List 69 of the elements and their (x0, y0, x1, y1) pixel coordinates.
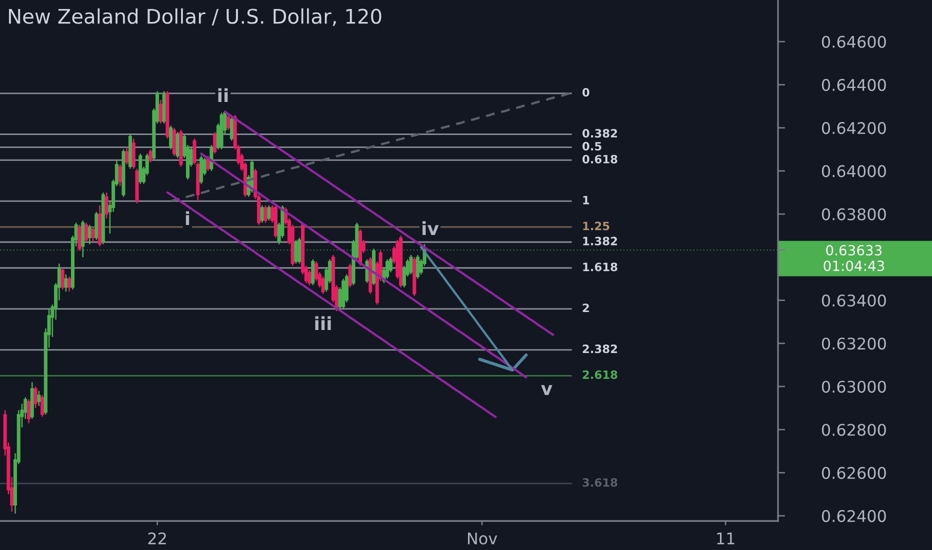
annotation: 3.618 (582, 478, 618, 487)
candlestick (260, 204, 264, 224)
annotation: i (186, 211, 190, 225)
candlestick (298, 237, 302, 264)
candlestick (68, 276, 72, 292)
candlestick (308, 269, 312, 286)
candlestick (26, 398, 31, 424)
annotation: iii (315, 316, 331, 330)
candlestick (169, 125, 173, 150)
annotation: v (541, 385, 552, 396)
y-tick-label: 0.63400 (822, 294, 886, 307)
y-tick-label: 0.63800 (822, 208, 886, 220)
candlestick (132, 138, 136, 170)
candlestick (84, 222, 88, 243)
candlestick (34, 386, 38, 409)
candlestick (172, 127, 176, 156)
candlestick (104, 192, 108, 219)
candlestick (40, 394, 44, 418)
annotation: 0.382 (582, 128, 617, 138)
candlestick (264, 204, 268, 224)
x-tick-label: 22 (148, 532, 166, 544)
candlestick (148, 148, 152, 163)
annotation: 1.25 (583, 222, 610, 230)
y-tick-label: 0.62600 (822, 466, 886, 480)
y-tick-label: 0.63200 (822, 338, 886, 350)
candlestick (81, 220, 85, 258)
annotation: 0 (582, 88, 590, 97)
annotation: 1.382 (583, 236, 617, 246)
annotation: ii (218, 88, 228, 102)
text: 01:04:43 (824, 260, 884, 272)
x-tick-label: 11 (717, 532, 734, 544)
candlestick (94, 211, 98, 241)
y-tick-label: 0.63633 (826, 245, 882, 256)
candlestick (60, 267, 64, 290)
candlestick (409, 254, 413, 276)
candlestick (64, 274, 68, 292)
candlestick (230, 116, 234, 142)
y-tick-label: 0.64600 (822, 36, 886, 48)
candlestick (226, 114, 230, 131)
candlestick (88, 224, 92, 245)
candlestick (311, 258, 315, 286)
annotation: 2.618 (582, 370, 618, 380)
candlestick (267, 204, 271, 222)
annotation: 0.5 (582, 142, 602, 151)
annotation: 2.382 (582, 344, 617, 354)
candlestick (37, 390, 41, 407)
candlestick (125, 146, 129, 166)
line-series (166, 191, 497, 418)
candlestick (78, 224, 82, 252)
candlestick (416, 254, 420, 280)
candlestick (213, 132, 217, 154)
x-tick-label: Nov (468, 532, 498, 544)
y-tick-label: 0.62800 (822, 424, 886, 436)
y-tick-label: 0.64000 (822, 165, 886, 178)
annotation: iv (422, 221, 439, 236)
y-tick-label: 0.64200 (822, 122, 886, 134)
annotation: 1.618 (583, 262, 618, 272)
candlestick (386, 258, 390, 280)
candlestick (294, 239, 298, 264)
chart-title: New Zealand Dollar / U.S. Dollar, 120 (8, 8, 382, 26)
annotation: 0.618 (582, 154, 618, 164)
annotation: 2 (582, 304, 589, 312)
y-tick-label: 0.64400 (822, 78, 886, 92)
y-tick-label: 0.63000 (822, 380, 886, 393)
candlestick (158, 99, 162, 124)
candlestick (199, 155, 204, 184)
y-tick-label: 0.62400 (822, 510, 886, 522)
line-series (224, 110, 554, 336)
annotation: 1 (583, 196, 590, 204)
